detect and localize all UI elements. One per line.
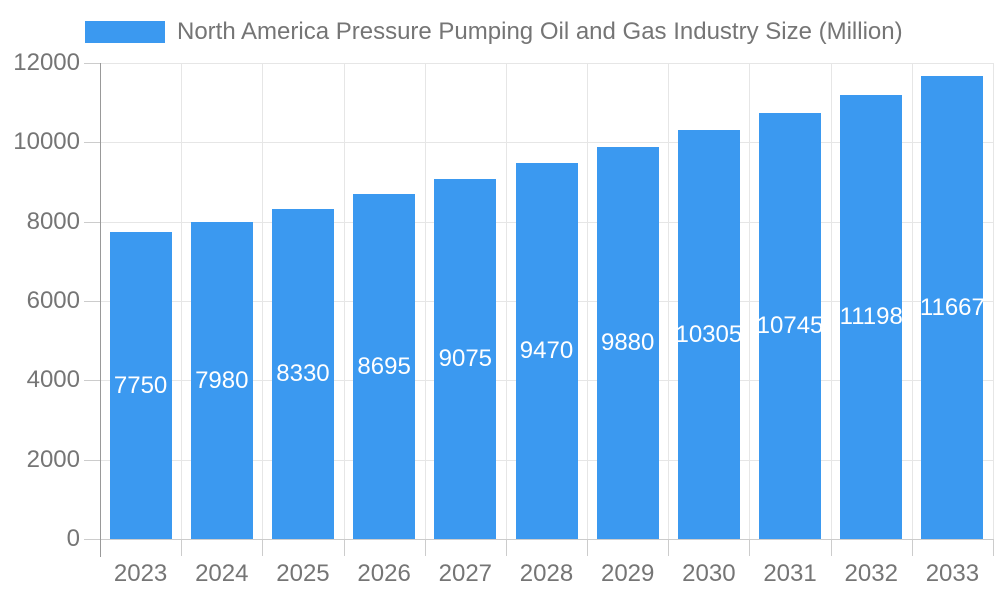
legend-swatch bbox=[85, 21, 165, 43]
y-axis-line bbox=[100, 63, 101, 557]
y-axis-tick bbox=[84, 222, 100, 223]
x-axis-tick bbox=[912, 539, 913, 556]
x-tick-label: 2028 bbox=[519, 560, 574, 587]
x-axis-tick bbox=[344, 539, 345, 556]
x-axis-tick bbox=[831, 539, 832, 556]
bar-2025[interactable] bbox=[272, 209, 334, 539]
x-tick-label: 2027 bbox=[438, 560, 493, 587]
x-tick-label: 2024 bbox=[195, 560, 249, 587]
y-tick-label: 8000 bbox=[26, 208, 80, 235]
x-axis-tick bbox=[262, 539, 263, 556]
y-axis-tick bbox=[84, 460, 100, 461]
y-axis-tick bbox=[84, 380, 100, 381]
v-gridline bbox=[587, 63, 588, 539]
x-tick-label: 2023 bbox=[113, 560, 168, 587]
v-gridline bbox=[262, 63, 263, 539]
y-tick-label: 12000 bbox=[13, 49, 80, 76]
y-axis-tick bbox=[84, 63, 100, 64]
bar-2033[interactable] bbox=[921, 76, 983, 539]
legend-item[interactable]: North America Pressure Pumping Oil and G… bbox=[85, 18, 903, 45]
bar-2029[interactable] bbox=[597, 147, 659, 539]
x-axis-tick bbox=[749, 539, 750, 556]
x-tick-label: 2025 bbox=[276, 560, 330, 587]
bar-value-label: 10745 bbox=[756, 312, 824, 339]
h-gridline bbox=[100, 142, 993, 143]
bar-value-label: 11198 bbox=[839, 303, 903, 330]
bar-value-label: 9880 bbox=[600, 329, 655, 356]
y-tick-label: 4000 bbox=[26, 366, 80, 393]
x-axis-tick bbox=[993, 539, 994, 556]
v-gridline bbox=[344, 63, 345, 539]
bar-2026[interactable] bbox=[353, 194, 415, 539]
bar-value-label: 7980 bbox=[195, 367, 249, 394]
x-axis-tick bbox=[181, 539, 182, 556]
v-gridline bbox=[506, 63, 507, 539]
x-tick-label: 2029 bbox=[600, 560, 655, 587]
y-tick-label: 6000 bbox=[26, 287, 80, 314]
bar-value-label: 11667 bbox=[919, 294, 985, 321]
plot-right-border bbox=[993, 63, 994, 539]
bar-value-label: 10305 bbox=[675, 321, 743, 348]
v-gridline bbox=[831, 63, 832, 539]
x-axis-tick bbox=[506, 539, 507, 556]
x-tick-label: 2030 bbox=[682, 560, 736, 587]
v-gridline bbox=[181, 63, 182, 539]
h-gridline bbox=[100, 63, 993, 64]
bar-2023[interactable] bbox=[110, 232, 172, 539]
x-tick-label: 2032 bbox=[844, 560, 898, 587]
x-axis-line bbox=[84, 539, 993, 540]
x-tick-label: 2033 bbox=[925, 560, 980, 587]
bar-value-label: 9075 bbox=[438, 345, 493, 372]
x-axis-tick bbox=[587, 539, 588, 556]
x-axis-tick bbox=[668, 539, 669, 556]
x-tick-label: 2026 bbox=[357, 560, 411, 587]
v-gridline bbox=[749, 63, 750, 539]
bar-2030[interactable] bbox=[678, 130, 740, 539]
bar-2032[interactable] bbox=[840, 95, 902, 539]
x-axis-tick bbox=[425, 539, 426, 556]
v-gridline bbox=[912, 63, 913, 539]
y-axis-tick bbox=[84, 142, 100, 143]
legend-label: North America Pressure Pumping Oil and G… bbox=[177, 18, 903, 45]
bar-value-label: 8695 bbox=[357, 353, 411, 380]
bar-value-label: 7750 bbox=[113, 372, 168, 399]
y-axis-tick bbox=[84, 301, 100, 302]
v-gridline bbox=[425, 63, 426, 539]
y-tick-label: 0 bbox=[66, 525, 80, 552]
bar-2024[interactable] bbox=[191, 222, 253, 539]
x-tick-label: 2031 bbox=[763, 560, 817, 587]
bar-2028[interactable] bbox=[516, 163, 578, 539]
v-gridline bbox=[668, 63, 669, 539]
bar-value-label: 9470 bbox=[519, 337, 574, 364]
bar-value-label: 8330 bbox=[276, 360, 330, 387]
bar-2027[interactable] bbox=[434, 179, 496, 539]
bar-2031[interactable] bbox=[759, 113, 821, 539]
y-tick-label: 2000 bbox=[26, 446, 80, 473]
y-tick-label: 10000 bbox=[13, 128, 80, 155]
